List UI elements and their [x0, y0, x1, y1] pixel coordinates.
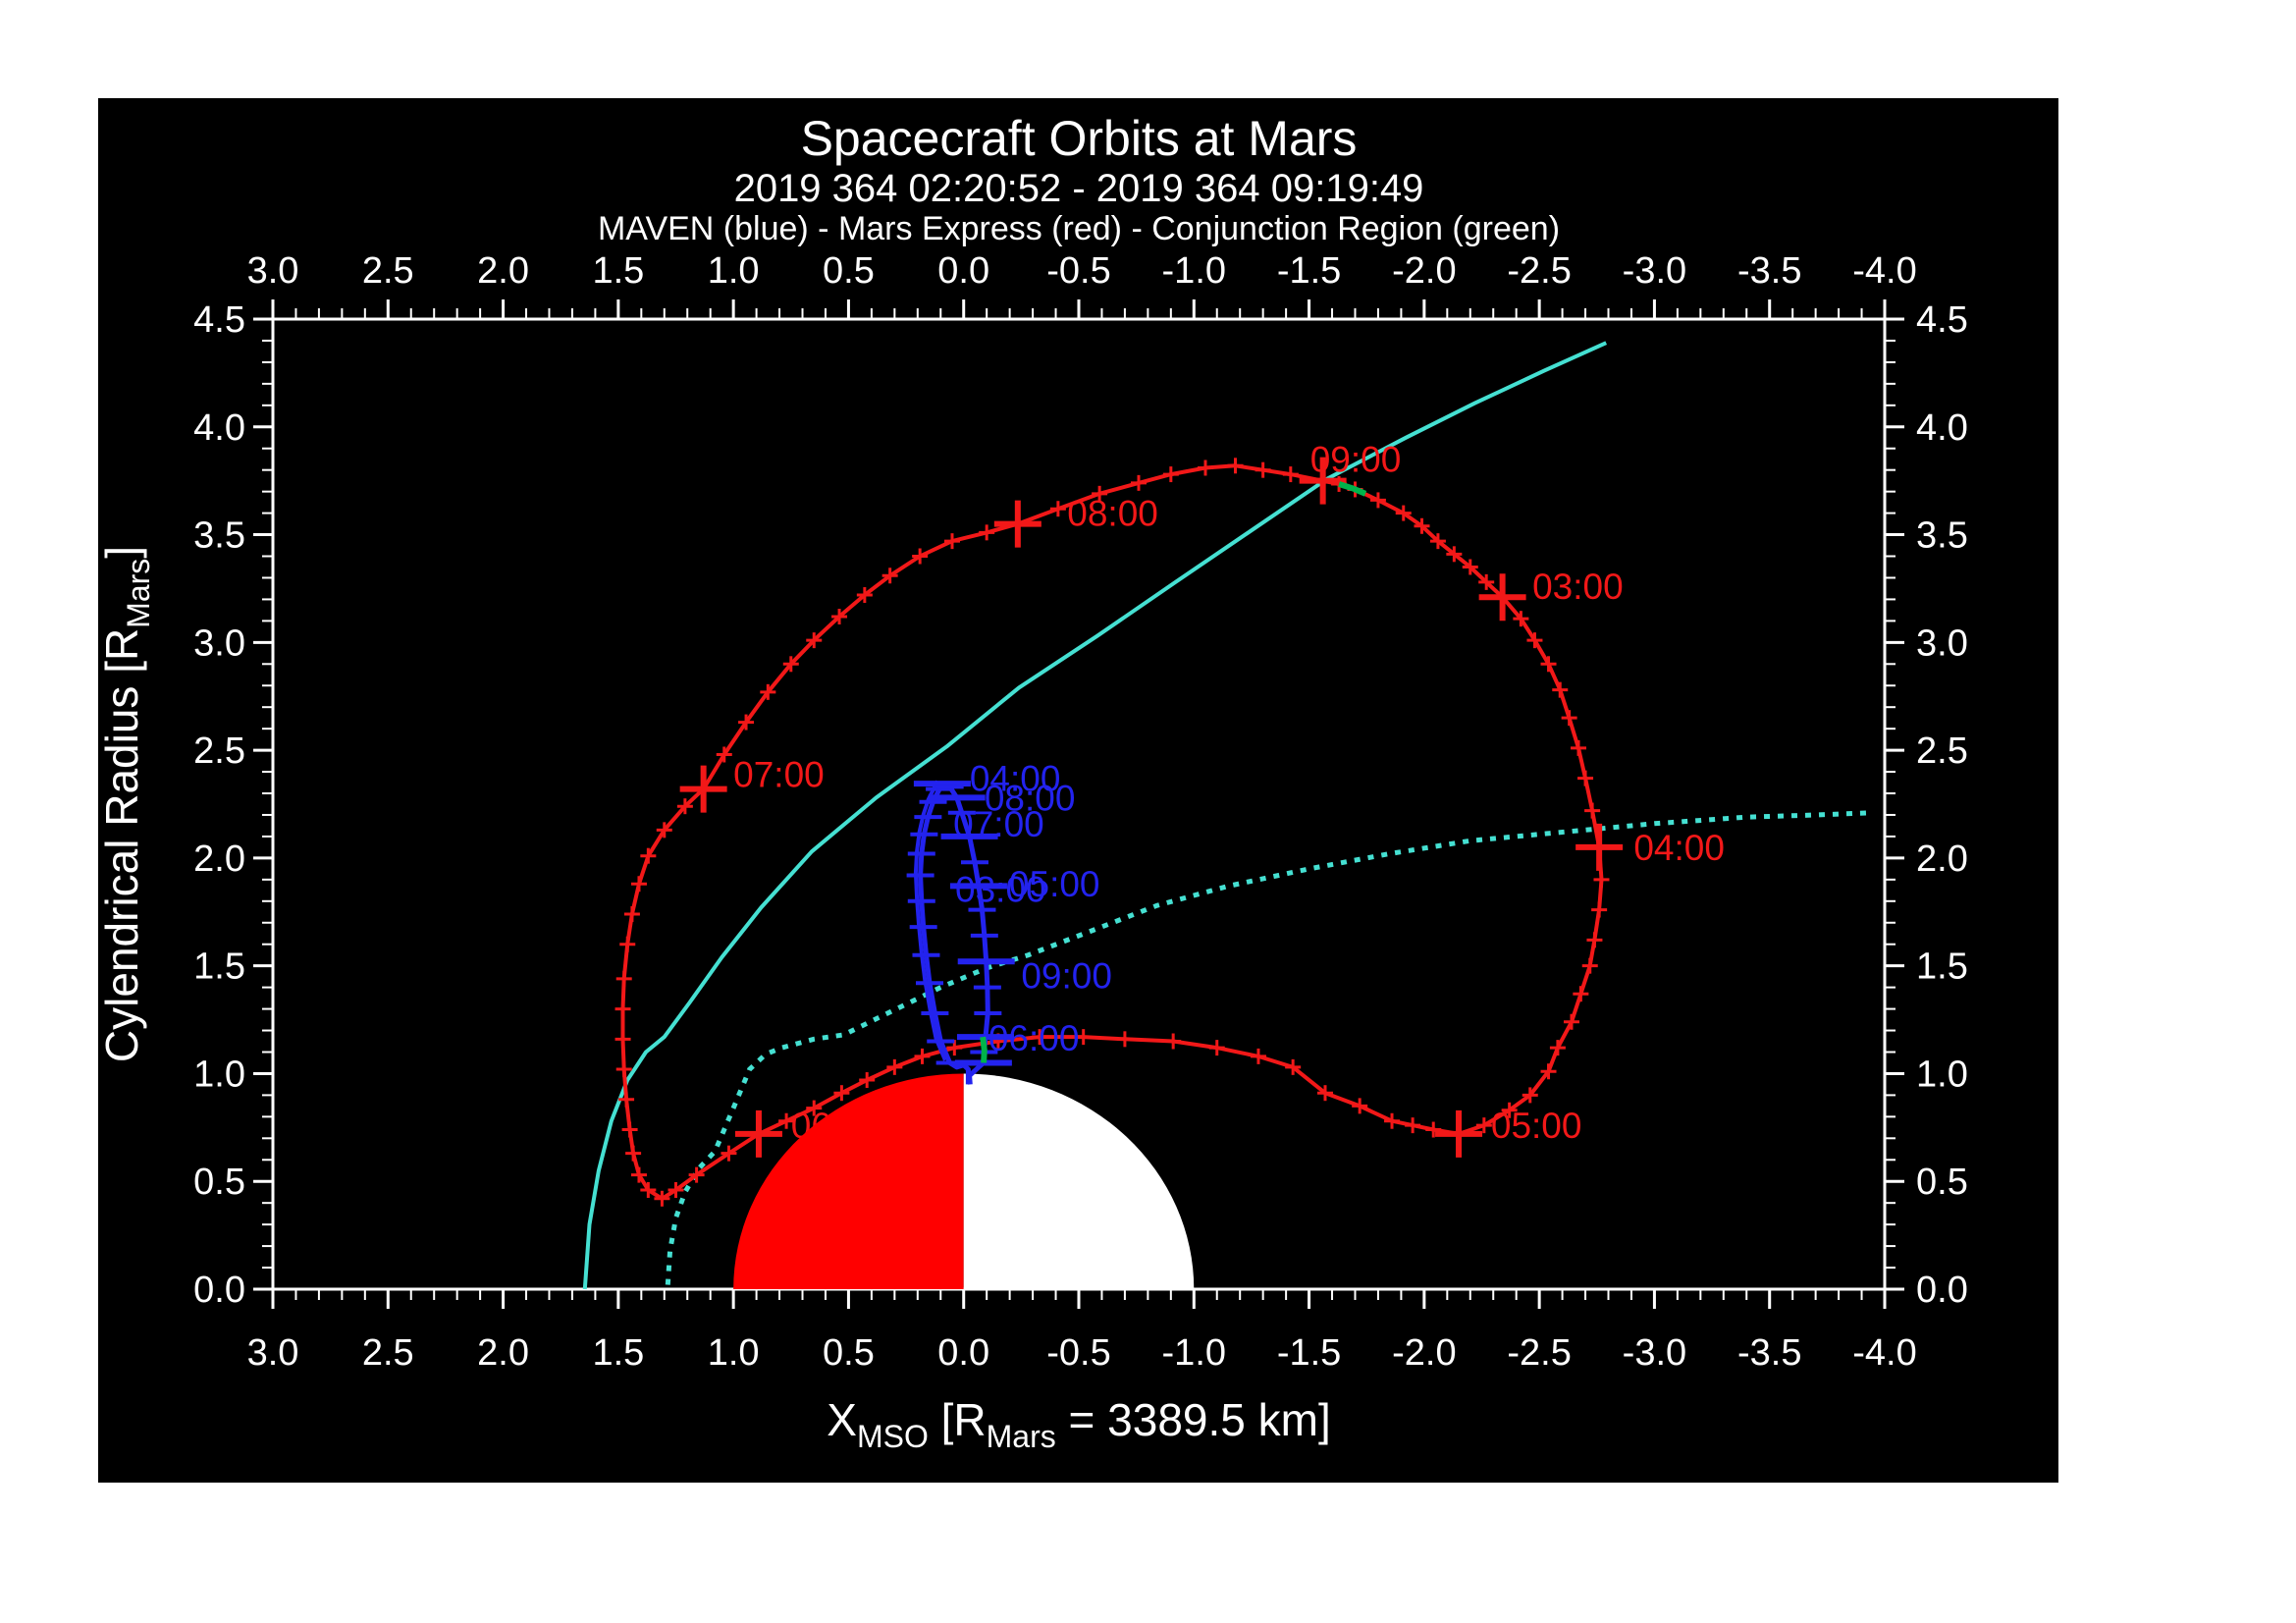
x-tick-label-top: -4.0 — [1852, 250, 1916, 292]
x-tick-label-bottom: -3.5 — [1737, 1332, 1801, 1374]
x-tick-label-top: -0.5 — [1046, 250, 1110, 292]
mars-dayside-half — [733, 1073, 964, 1289]
y-tick-label-right: 4.0 — [1916, 407, 1968, 449]
maven-time-label: 03:00 — [955, 870, 1046, 910]
mex-time-label: 08:00 — [1067, 494, 1158, 534]
y-tick-label-right: 3.5 — [1916, 515, 1968, 557]
chart-subtitle: 2019 364 02:20:52 - 2019 364 09:19:49 — [733, 167, 1424, 210]
x-tick-label-top: -3.5 — [1737, 250, 1801, 292]
x-tick-label-top: -2.0 — [1392, 250, 1456, 292]
chart-title: Spacecraft Orbits at Mars — [800, 111, 1358, 166]
y-axis-title: Cylendrical Radius [RMars] — [96, 546, 156, 1062]
x-tick-label-top: 0.0 — [937, 250, 989, 292]
x-tick-label-bottom: -1.0 — [1162, 1332, 1226, 1374]
x-tick-label-bottom: 1.0 — [708, 1332, 760, 1374]
y-tick-label-right: 1.0 — [1916, 1054, 1968, 1095]
y-tick-label-left: 2.0 — [193, 839, 245, 880]
x-tick-label-top: 1.5 — [592, 250, 644, 292]
x-tick-label-top: 2.0 — [477, 250, 529, 292]
mars-nightside-half — [963, 1073, 1195, 1289]
maven-time-label: 08:00 — [985, 778, 1076, 818]
x-axis-title: XMSO [RMars = 3389.5 km] — [827, 1394, 1330, 1454]
conjunction-segment-red-orbit — [1338, 481, 1367, 497]
x-tick-label-bottom: 2.5 — [362, 1332, 414, 1374]
y-tick-label-left: 0.5 — [193, 1162, 245, 1203]
y-tick-label-left: 3.0 — [193, 622, 245, 664]
axes: 3.0 3.0 2.5 2.5 2.0 2.0 1.5 1.5 1.0 1.0 0.5 0.5 0.0 0… — [96, 250, 1968, 1454]
maven-time-label: 06:00 — [988, 1018, 1080, 1058]
x-tick-label-bottom: -3.0 — [1623, 1332, 1686, 1374]
y-tick-label-left: 0.0 — [193, 1270, 245, 1311]
mex-time-label: 04:00 — [1633, 828, 1725, 868]
maven-time-label: 07:00 — [953, 804, 1044, 844]
x-tick-label-top: -2.5 — [1507, 250, 1571, 292]
y-tick-label-right: 3.0 — [1916, 622, 1968, 664]
x-tick-label-top: -1.5 — [1277, 250, 1341, 292]
y-tick-label-left: 4.0 — [193, 407, 245, 449]
x-tick-label-bottom: -2.5 — [1507, 1332, 1571, 1374]
maven-time-label: 04:00 — [970, 759, 1061, 799]
y-tick-label-right: 1.5 — [1916, 947, 1968, 988]
x-tick-label-bottom: 0.0 — [937, 1332, 989, 1374]
maven-time-label: 05:00 — [1009, 864, 1100, 904]
mars-disk — [733, 1073, 1195, 1289]
x-tick-label-bottom: 2.0 — [477, 1332, 529, 1374]
y-tick-label-left: 1.5 — [193, 947, 245, 988]
y-tick-label-left: 3.5 — [193, 515, 245, 557]
x-tick-label-top: 0.5 — [823, 250, 875, 292]
x-tick-label-top: 1.0 — [708, 250, 760, 292]
mex-time-label: 03:00 — [1532, 567, 1624, 607]
x-tick-label-top: -1.0 — [1162, 250, 1226, 292]
y-tick-label-right: 0.5 — [1916, 1162, 1968, 1203]
y-tick-label-right: 4.5 — [1916, 299, 1968, 341]
maven-time-label: 09:00 — [1021, 956, 1112, 997]
y-tick-label-left: 1.0 — [193, 1054, 245, 1095]
chart-legend: MAVEN (blue) - Mars Express (red) - Conj… — [597, 210, 1561, 247]
x-tick-label-bottom: -0.5 — [1046, 1332, 1110, 1374]
y-tick-label-right: 2.5 — [1916, 730, 1968, 772]
x-tick-label-top: 3.0 — [247, 250, 299, 292]
y-tick-label-left: 4.5 — [193, 299, 245, 341]
x-tick-label-top: 2.5 — [362, 250, 414, 292]
conjunction-segment-blue-orbit — [980, 1036, 988, 1063]
x-tick-label-bottom: 0.5 — [823, 1332, 875, 1374]
x-tick-label-bottom: -1.5 — [1277, 1332, 1341, 1374]
x-tick-label-bottom: -4.0 — [1852, 1332, 1916, 1374]
x-tick-label-bottom: 1.5 — [592, 1332, 644, 1374]
x-tick-label-bottom: -2.0 — [1392, 1332, 1456, 1374]
y-tick-label-right: 0.0 — [1916, 1270, 1968, 1311]
y-tick-label-left: 2.5 — [193, 730, 245, 772]
conjunction-segments — [980, 481, 1367, 1063]
mex-time-label: 09:00 — [1310, 440, 1402, 480]
y-tick-label-right: 2.0 — [1916, 839, 1968, 880]
x-tick-label-top: -3.0 — [1623, 250, 1686, 292]
x-tick-label-bottom: 3.0 — [247, 1332, 299, 1374]
mex-time-label: 05:00 — [1491, 1106, 1582, 1146]
magnetopause-dotted-line — [665, 810, 1871, 1285]
mex-time-label: 07:00 — [733, 754, 825, 794]
